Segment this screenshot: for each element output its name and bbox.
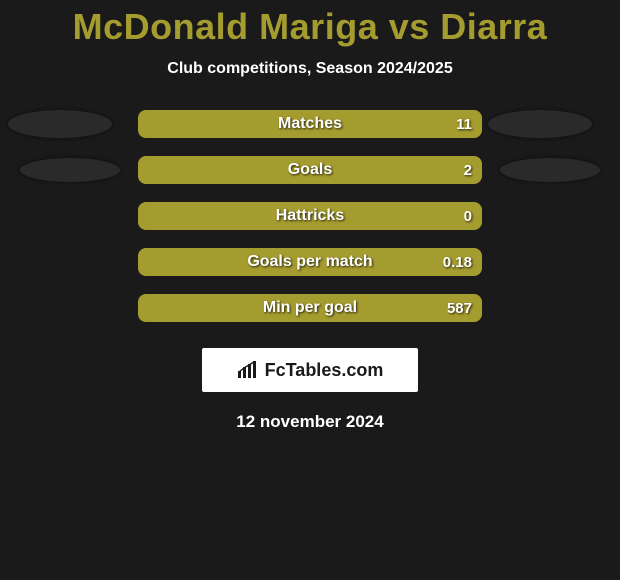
- stat-row: Min per goal587: [0, 294, 620, 322]
- stat-bar: Goals2: [138, 156, 482, 184]
- decor-ellipse: [20, 158, 120, 182]
- bar-chart-icon: [237, 361, 259, 379]
- stat-value-right: 0: [464, 202, 472, 230]
- stat-bar: Matches11: [138, 110, 482, 138]
- page-title: McDonald Mariga vs Diarra: [0, 6, 620, 48]
- branding-badge: FcTables.com: [202, 348, 418, 392]
- stat-row: Goals per match0.18: [0, 248, 620, 276]
- snapshot-date: 12 november 2024: [0, 412, 620, 432]
- decor-ellipse: [500, 158, 600, 182]
- stat-row: Hattricks0: [0, 202, 620, 230]
- stat-value-right: 587: [447, 294, 472, 322]
- stat-bar: Min per goal587: [138, 294, 482, 322]
- decor-ellipse: [8, 110, 112, 138]
- stat-row: Matches11: [0, 110, 620, 138]
- stat-fill-right: [138, 202, 482, 230]
- stat-value-right: 11: [456, 110, 472, 138]
- stats-area: Matches11 Goals2 Hattricks0 Goals per match…: [0, 110, 620, 322]
- stat-value-right: 2: [464, 156, 472, 184]
- subtitle: Club competitions, Season 2024/2025: [0, 60, 620, 78]
- stat-row: Goals2: [0, 156, 620, 184]
- stat-fill-right: [138, 248, 482, 276]
- stat-bar: Hattricks0: [138, 202, 482, 230]
- decor-ellipse: [488, 110, 592, 138]
- stat-fill-right: [138, 156, 482, 184]
- stat-value-right: 0.18: [443, 248, 472, 276]
- stat-fill-right: [138, 110, 482, 138]
- branding-text: FcTables.com: [265, 360, 384, 381]
- comparison-card: McDonald Mariga vs Diarra Club competiti…: [0, 0, 620, 580]
- stat-bar: Goals per match0.18: [138, 248, 482, 276]
- stat-fill-right: [138, 294, 482, 322]
